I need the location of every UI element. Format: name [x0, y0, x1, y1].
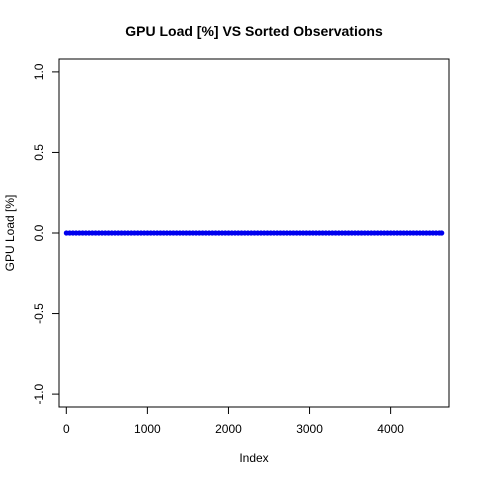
x-tick-label: 4000	[377, 422, 404, 436]
y-axis: -1.0 -0.5 0.0 0.5 1.0	[32, 63, 59, 404]
data-points	[63, 230, 445, 236]
x-axis: 0 1000 2000 3000 4000	[63, 407, 404, 436]
x-tick-label: 2000	[215, 422, 242, 436]
y-tick-label: 0.5	[32, 144, 46, 161]
y-tick-label: -1.0	[32, 383, 46, 404]
x-tick-label: 1000	[134, 422, 161, 436]
y-tick-label: 0.0	[32, 224, 46, 241]
x-tick-label: 0	[63, 422, 70, 436]
x-axis-label: Index	[239, 451, 268, 465]
y-axis-label: GPU Load [%]	[3, 195, 17, 272]
x-tick-label: 3000	[296, 422, 323, 436]
y-tick-label: 1.0	[32, 63, 46, 80]
chart-title: GPU Load [%] VS Sorted Observations	[125, 23, 383, 39]
y-tick-label: -0.5	[32, 303, 46, 324]
data-point	[439, 230, 445, 236]
